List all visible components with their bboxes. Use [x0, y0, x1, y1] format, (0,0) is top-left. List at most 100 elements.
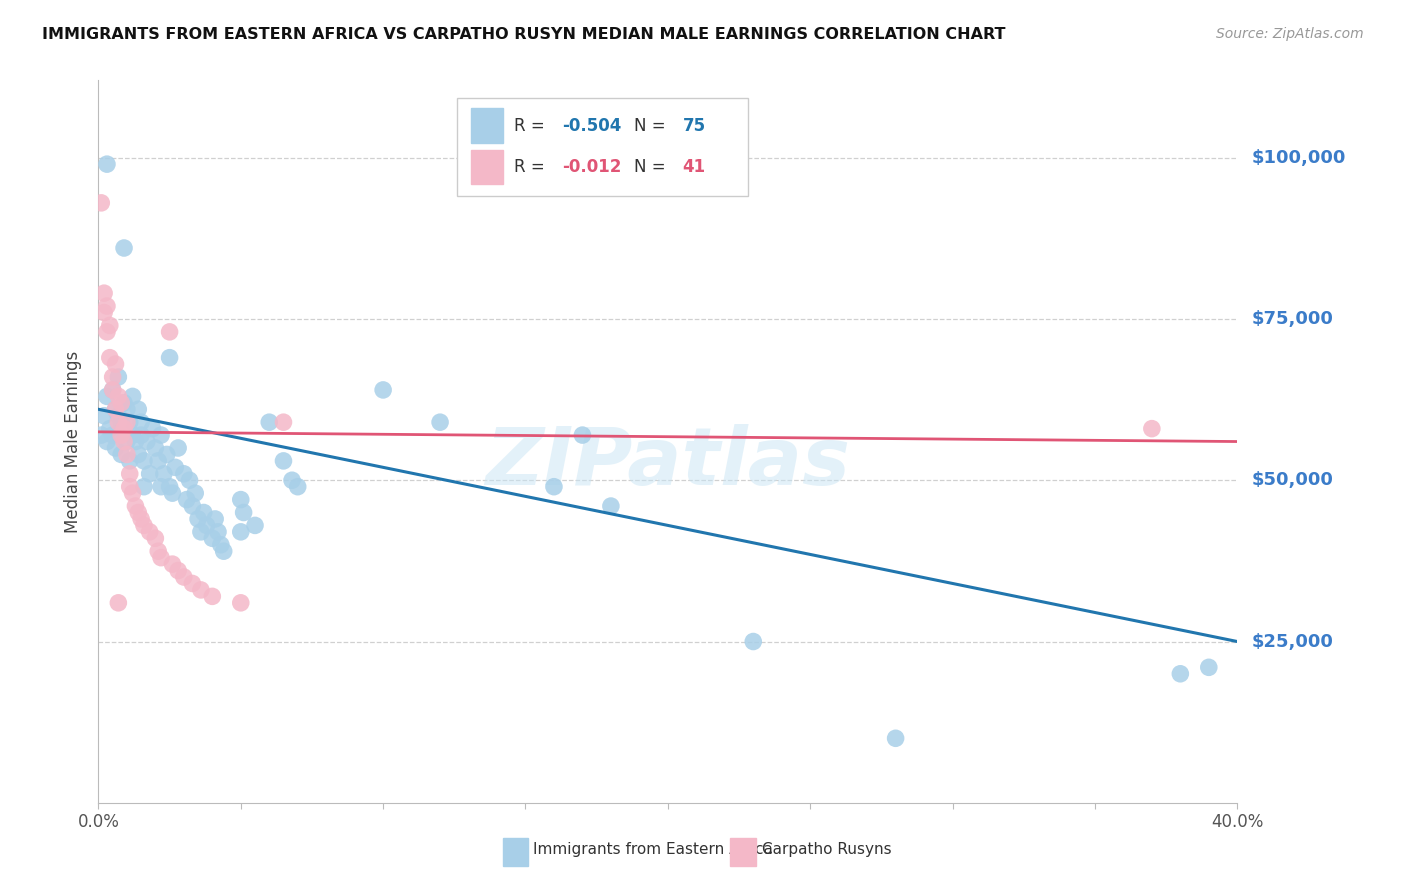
Point: [190, 582, 212, 597]
Point: [115, 415, 138, 429]
Point: [273, 415, 295, 429]
Point: [229, 492, 252, 507]
Point: [193, 506, 215, 520]
Point: [201, 590, 224, 604]
Point: [101, 370, 124, 384]
Point: [115, 447, 138, 461]
Point: [259, 415, 281, 429]
Point: [243, 518, 266, 533]
Text: Carpatho Rusyns: Carpatho Rusyns: [762, 842, 891, 857]
Text: 75: 75: [683, 117, 706, 135]
Point: [121, 389, 143, 403]
Point: [107, 370, 129, 384]
Point: [104, 402, 127, 417]
Point: [201, 531, 224, 545]
Point: [159, 351, 181, 365]
Point: [118, 415, 141, 429]
Point: [187, 512, 209, 526]
Point: [600, 499, 623, 513]
Point: [124, 499, 146, 513]
Point: [167, 441, 190, 455]
Point: [110, 415, 132, 429]
Point: [129, 512, 152, 526]
Point: [104, 441, 127, 455]
Point: [138, 467, 160, 481]
Point: [173, 570, 195, 584]
Text: $25,000: $25,000: [1251, 632, 1333, 650]
Point: [115, 434, 138, 449]
Bar: [731, 838, 755, 865]
Point: [93, 286, 115, 301]
Point: [156, 447, 179, 461]
Point: [107, 415, 129, 429]
Point: [104, 357, 127, 371]
Point: [145, 441, 167, 455]
Text: $100,000: $100,000: [1251, 149, 1346, 167]
Point: [1198, 660, 1220, 674]
Point: [132, 518, 155, 533]
Point: [96, 157, 118, 171]
Point: [1140, 422, 1163, 436]
Point: [150, 550, 173, 565]
Point: [118, 480, 141, 494]
Point: [232, 506, 254, 520]
Point: [184, 486, 207, 500]
Point: [179, 473, 201, 487]
FancyBboxPatch shape: [457, 98, 748, 196]
Point: [204, 512, 226, 526]
Point: [145, 531, 167, 545]
Point: [112, 434, 135, 449]
Point: [1170, 666, 1192, 681]
Point: [165, 460, 187, 475]
Point: [93, 305, 115, 319]
Text: N =: N =: [634, 117, 671, 135]
Bar: [471, 109, 503, 143]
Point: [135, 434, 157, 449]
Point: [429, 415, 451, 429]
Point: [141, 422, 163, 436]
Point: [96, 299, 118, 313]
Point: [127, 506, 149, 520]
Point: [273, 454, 295, 468]
Point: [121, 428, 143, 442]
Point: [229, 524, 252, 539]
Point: [112, 422, 135, 436]
Text: $75,000: $75,000: [1251, 310, 1333, 328]
Text: IMMIGRANTS FROM EASTERN AFRICA VS CARPATHO RUSYN MEDIAN MALE EARNINGS CORRELATIO: IMMIGRANTS FROM EASTERN AFRICA VS CARPAT…: [42, 27, 1005, 42]
Point: [93, 409, 115, 423]
Point: [176, 492, 198, 507]
Text: Immigrants from Eastern Africa: Immigrants from Eastern Africa: [533, 842, 773, 857]
Point: [118, 454, 141, 468]
Point: [132, 480, 155, 494]
Text: 41: 41: [683, 158, 706, 176]
Point: [571, 428, 593, 442]
Point: [112, 396, 135, 410]
Point: [212, 544, 235, 558]
Point: [127, 447, 149, 461]
Point: [101, 383, 124, 397]
Point: [543, 480, 565, 494]
Point: [287, 480, 309, 494]
Point: [229, 596, 252, 610]
Point: [110, 428, 132, 442]
Point: [167, 564, 190, 578]
Point: [127, 402, 149, 417]
Point: [96, 325, 118, 339]
Point: [110, 396, 132, 410]
Point: [181, 576, 204, 591]
Point: [150, 480, 173, 494]
Point: [96, 389, 118, 403]
Point: [884, 731, 907, 746]
Bar: [471, 150, 503, 185]
Text: -0.504: -0.504: [562, 117, 621, 135]
Point: [181, 499, 204, 513]
Text: R =: R =: [515, 117, 550, 135]
Point: [98, 351, 121, 365]
Point: [98, 422, 121, 436]
Point: [138, 524, 160, 539]
Point: [104, 402, 127, 417]
Point: [115, 402, 138, 417]
Point: [162, 557, 184, 571]
Point: [98, 318, 121, 333]
Point: [209, 538, 232, 552]
